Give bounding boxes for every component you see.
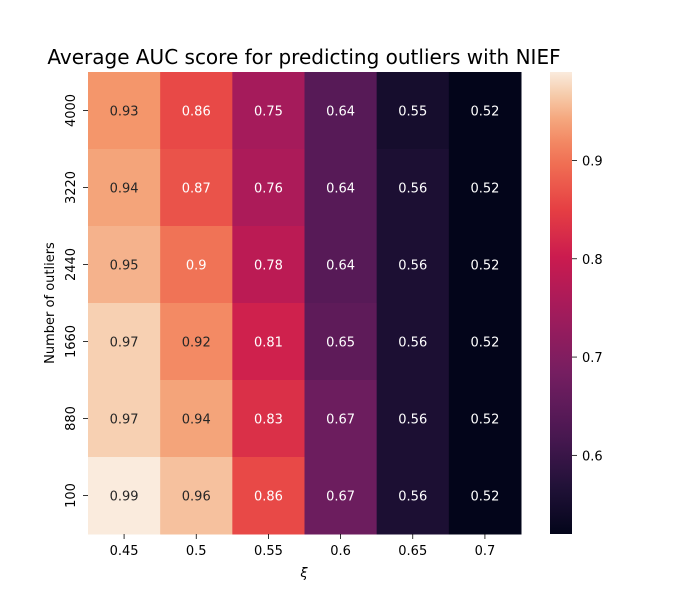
cell-value-label: 0.95 <box>110 259 139 274</box>
cell-value-label: 0.78 <box>254 259 283 274</box>
heatmap-cell <box>376 149 450 227</box>
heatmap-cell <box>376 72 450 150</box>
heatmap-cell <box>232 380 305 458</box>
x-tick-label: 0.7 <box>475 544 496 559</box>
y-tick-label: 3220 <box>64 171 79 204</box>
heatmap-cell <box>88 149 161 227</box>
heatmap-cell <box>376 303 450 381</box>
colorbar-tick-label: 0.8 <box>582 253 603 268</box>
y-axis-ticks: 4000 3220 2440 1660 880 100 <box>64 94 88 508</box>
cell-value-label: 0.96 <box>182 490 211 505</box>
cell-value-label: 0.56 <box>398 259 427 274</box>
heatmap-cell <box>304 380 378 458</box>
colorbar-ticks: 0.6 0.7 0.8 0.9 <box>572 154 603 464</box>
cell-value-label: 0.94 <box>110 182 139 197</box>
cell-value-label: 0.55 <box>398 105 427 120</box>
cell-value-label: 0.56 <box>398 490 427 505</box>
y-axis-label: Number of outliers <box>43 242 58 364</box>
heatmap-cell <box>376 226 450 304</box>
chart-title: Average AUC score for predicting outlier… <box>47 45 560 69</box>
heatmap-cell <box>448 457 522 535</box>
cell-value-label: 0.81 <box>254 336 283 351</box>
heatmap-cell <box>448 380 522 458</box>
cell-value-label: 0.64 <box>326 182 355 197</box>
cell-value-label: 0.67 <box>326 413 355 428</box>
heatmap-cell <box>232 72 305 150</box>
cell-value-label: 0.93 <box>110 105 139 120</box>
cell-value-label: 0.65 <box>326 336 355 351</box>
heatmap-cell <box>304 149 378 227</box>
heatmap-cell <box>88 303 161 381</box>
cell-value-label: 0.52 <box>470 182 499 197</box>
heatmap-cell <box>160 72 233 150</box>
heatmap-cell <box>88 72 161 150</box>
y-tick-label: 880 <box>64 406 79 431</box>
cell-value-label: 0.64 <box>326 259 355 274</box>
colorbar-tick-label: 0.6 <box>582 449 603 464</box>
cell-value-label: 0.87 <box>182 182 211 197</box>
cell-value-label: 0.64 <box>326 105 355 120</box>
heatmap-cell <box>88 380 161 458</box>
x-tick-label: 0.55 <box>254 544 283 559</box>
heatmap-cell <box>232 149 305 227</box>
heatmap-cell <box>376 380 450 458</box>
cell-value-label: 0.9 <box>186 259 207 274</box>
x-axis-label: ξ <box>299 566 308 581</box>
cell-value-label: 0.52 <box>470 336 499 351</box>
cell-value-label: 0.86 <box>254 490 283 505</box>
heatmap-cell <box>232 457 305 535</box>
x-tick-label: 0.45 <box>110 544 139 559</box>
x-tick-label: 0.65 <box>398 544 427 559</box>
cell-value-label: 0.86 <box>182 105 211 120</box>
cell-value-label: 0.97 <box>110 413 139 428</box>
heatmap-cell <box>304 303 378 381</box>
cell-value-label: 0.56 <box>398 182 427 197</box>
heatmap-cell <box>88 457 161 535</box>
y-tick-label: 2440 <box>64 248 79 281</box>
heatmap-cell <box>232 226 305 304</box>
cell-value-label: 0.83 <box>254 413 283 428</box>
y-tick-label: 1660 <box>64 325 79 358</box>
cell-value-label: 0.76 <box>254 182 283 197</box>
x-axis-ticks: 0.45 0.5 0.55 0.6 0.65 0.7 <box>110 534 496 559</box>
y-tick-label: 4000 <box>64 94 79 127</box>
heatmap-cell <box>304 72 378 150</box>
heatmap-cell <box>232 303 305 381</box>
heatmap-cell <box>448 303 522 381</box>
heatmap-cell <box>376 457 450 535</box>
colorbar-tick-label: 0.7 <box>582 351 603 366</box>
heatmap-cell <box>448 72 522 150</box>
heatmap-cell <box>160 149 233 227</box>
cell-value-label: 0.92 <box>182 336 211 351</box>
cell-value-label: 0.52 <box>470 490 499 505</box>
cell-value-label: 0.94 <box>182 413 211 428</box>
cell-value-label: 0.52 <box>470 259 499 274</box>
cell-value-label: 0.56 <box>398 413 427 428</box>
cell-value-label: 0.67 <box>326 490 355 505</box>
cell-value-label: 0.99 <box>110 490 139 505</box>
heatmap-cell <box>448 226 522 304</box>
heatmap-cell <box>88 226 161 304</box>
colorbar <box>550 72 572 534</box>
heatmap-cell <box>160 303 233 381</box>
x-tick-label: 0.6 <box>330 544 351 559</box>
cell-value-label: 0.52 <box>470 413 499 428</box>
heatmap-cell <box>160 380 233 458</box>
heatmap-cells: 0.93 0.86 0.75 0.64 0.55 0.52 0.94 0.87 0.76 0.64… <box>88 72 522 535</box>
cell-value-label: 0.52 <box>470 105 499 120</box>
colorbar-tick-label: 0.9 <box>582 154 603 169</box>
y-tick-label: 100 <box>64 483 79 508</box>
heatmap-cell <box>304 226 378 304</box>
heatmap-cell <box>160 457 233 535</box>
heatmap-cell <box>448 149 522 227</box>
heatmap-cell <box>304 457 378 535</box>
x-tick-label: 0.5 <box>186 544 207 559</box>
cell-value-label: 0.97 <box>110 336 139 351</box>
cell-value-label: 0.75 <box>254 105 283 120</box>
cell-value-label: 0.56 <box>398 336 427 351</box>
heatmap-cell <box>160 226 233 304</box>
